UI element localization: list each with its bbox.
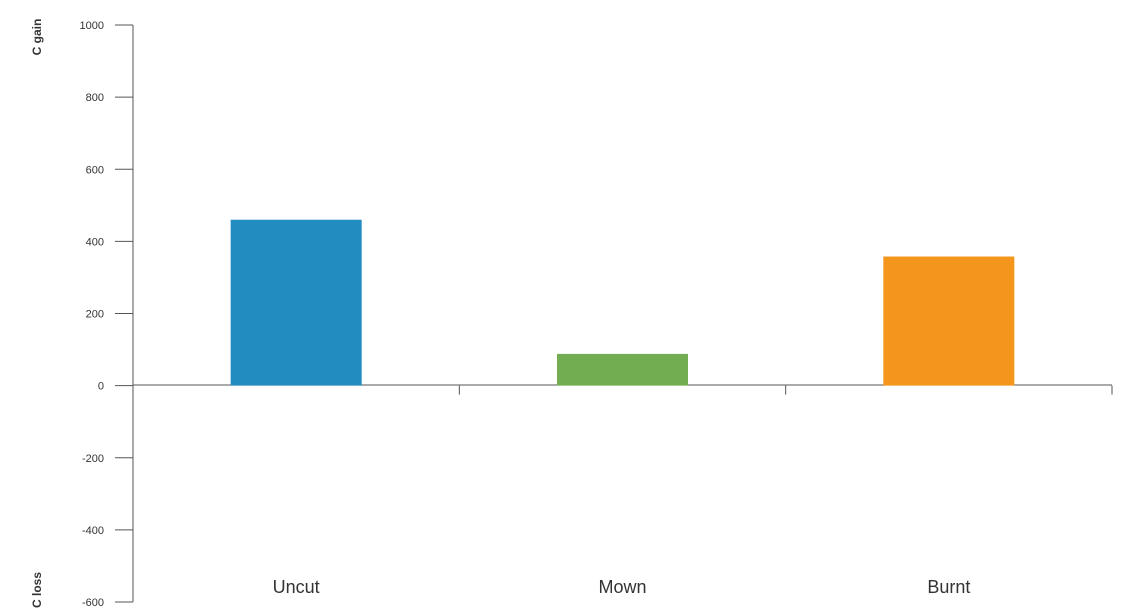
bar-uncut xyxy=(230,219,362,386)
bar-mown xyxy=(557,353,688,386)
category-label-uncut: Uncut xyxy=(273,577,320,597)
y-tick-label: 400 xyxy=(86,236,104,248)
y-tick-label: 600 xyxy=(86,164,104,176)
y-top-label: C gain xyxy=(30,19,44,56)
y-ticks: 1000 800 600 400 200 0 -200 -400 -600 xyxy=(80,20,133,609)
y-tick-label: 0 xyxy=(98,381,104,393)
category-label-mown: Mown xyxy=(598,577,646,597)
y-tick-label: -400 xyxy=(82,525,104,537)
y-bottom-label: C loss xyxy=(30,572,44,608)
y-tick-label: -600 xyxy=(82,597,104,609)
category-label-burnt: Burnt xyxy=(927,577,970,597)
y-tick-label: 800 xyxy=(86,92,104,104)
y-tick-label: -200 xyxy=(82,453,104,465)
y-tick-label: 200 xyxy=(86,309,104,321)
bar-burnt xyxy=(883,256,1015,386)
category-labels: Uncut Mown Burnt xyxy=(273,577,971,597)
bars xyxy=(230,219,1015,386)
y-tick-label: 1000 xyxy=(80,20,104,32)
x-ticks xyxy=(458,385,1113,395)
